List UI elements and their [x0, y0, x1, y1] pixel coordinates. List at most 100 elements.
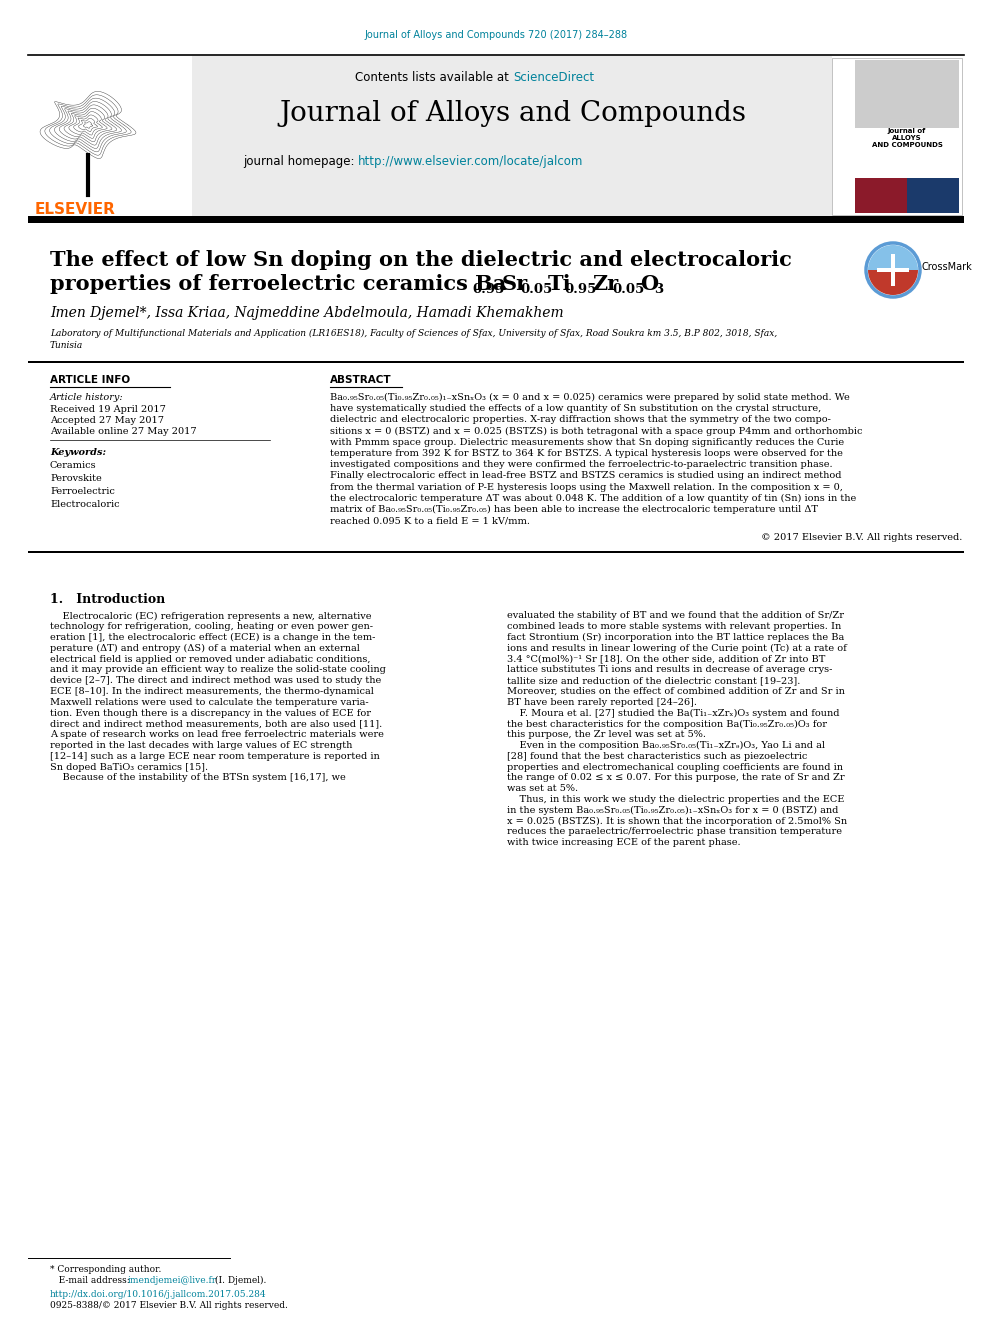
Bar	[28, 56, 191, 216]
Text: Finally electrocaloric effect in lead-free BSTZ and BSTZS ceramics is studied us: Finally electrocaloric effect in lead-fr…	[330, 471, 841, 480]
Text: 0.95: 0.95	[472, 283, 504, 296]
Text: eration [1], the electrocaloric effect (ECE) is a change in the tem-: eration [1], the electrocaloric effect (…	[50, 632, 375, 642]
Text: this purpose, the Zr level was set at 5%.: this purpose, the Zr level was set at 5%…	[507, 730, 706, 740]
Text: 0925-8388/© 2017 Elsevier B.V. All rights reserved.: 0925-8388/© 2017 Elsevier B.V. All right…	[50, 1301, 288, 1310]
Text: http://dx.doi.org/10.1016/j.jallcom.2017.05.284: http://dx.doi.org/10.1016/j.jallcom.2017…	[50, 1290, 267, 1299]
Bar	[28, 216, 964, 224]
Text: reached 0.095 K to a field E = 1 kV/mm.: reached 0.095 K to a field E = 1 kV/mm.	[330, 516, 530, 525]
Text: http://www.elsevier.com/locate/jalcom: http://www.elsevier.com/locate/jalcom	[358, 155, 583, 168]
Text: the best characteristics for the composition Ba(Ti₀.₉₅Zr₀.₀₅)O₃ for: the best characteristics for the composi…	[507, 720, 827, 729]
Text: Even in the composition Ba₀.₉₅Sr₀.₀₅(Ti₁₋xZrₔ)O₃, Yao Li and al: Even in the composition Ba₀.₉₅Sr₀.₀₅(Ti₁…	[507, 741, 825, 750]
Text: Tunisia: Tunisia	[50, 341, 83, 351]
Text: with twice increasing ECE of the parent phase.: with twice increasing ECE of the parent …	[507, 839, 741, 847]
Text: Because of the instability of the BTSn system [16,17], we: Because of the instability of the BTSn s…	[50, 774, 346, 782]
Text: temperature from 392 K for BSTZ to 364 K for BSTZS. A typical hysteresis loops w: temperature from 392 K for BSTZ to 364 K…	[330, 448, 843, 458]
Text: Contents lists available at: Contents lists available at	[355, 71, 513, 83]
Wedge shape	[868, 270, 918, 295]
Text: perature (ΔT) and entropy (ΔS) of a material when an external: perature (ΔT) and entropy (ΔS) of a mate…	[50, 644, 360, 654]
Text: ELSEVIER: ELSEVIER	[35, 202, 116, 217]
Bar	[28, 552, 964, 553]
Text: Accepted 27 May 2017: Accepted 27 May 2017	[50, 415, 164, 425]
Bar	[28, 361, 964, 363]
Text: 0.05: 0.05	[612, 283, 644, 296]
Text: BT have been rarely reported [24–26].: BT have been rarely reported [24–26].	[507, 697, 697, 706]
Text: evaluated the stability of BT and we found that the addition of Sr/Zr: evaluated the stability of BT and we fou…	[507, 611, 844, 620]
Text: electrical field is applied or removed under adiabatic conditions,: electrical field is applied or removed u…	[50, 655, 370, 664]
Bar	[891, 254, 895, 286]
Text: x = 0.025 (BSTZS). It is shown that the incorporation of 2.5mol% Sn: x = 0.025 (BSTZS). It is shown that the …	[507, 816, 847, 826]
Bar	[907, 179, 959, 213]
Text: ECE [8–10]. In the indirect measurements, the thermo-dynamical: ECE [8–10]. In the indirect measurements…	[50, 687, 374, 696]
Text: properties of ferroelectric ceramics Ba: properties of ferroelectric ceramics Ba	[50, 274, 506, 294]
Text: Perovskite: Perovskite	[50, 474, 102, 483]
Text: imendjemei@live.fr: imendjemei@live.fr	[128, 1275, 217, 1285]
Text: (I. Djemel).: (I. Djemel).	[212, 1275, 267, 1285]
Text: F. Moura et al. [27] studied the Ba(Ti₁₋xZrₓ)O₃ system and found: F. Moura et al. [27] studied the Ba(Ti₁₋…	[507, 709, 839, 717]
Text: was set at 5%.: was set at 5%.	[507, 785, 578, 794]
Text: Zr: Zr	[592, 274, 618, 294]
Text: sitions x = 0 (BSTZ) and x = 0.025 (BSTZS) is both tetragonal with a space group: sitions x = 0 (BSTZ) and x = 0.025 (BSTZ…	[330, 426, 862, 435]
Text: Received 19 April 2017: Received 19 April 2017	[50, 405, 166, 414]
Text: Thus, in this work we study the dielectric properties and the ECE: Thus, in this work we study the dielectr…	[507, 795, 844, 804]
Text: 1.   Introduction: 1. Introduction	[50, 594, 166, 606]
Bar	[855, 128, 959, 179]
Text: combined leads to more stable systems with relevant properties. In: combined leads to more stable systems wi…	[507, 622, 841, 631]
Wedge shape	[868, 245, 918, 270]
Text: in the system Ba₀.₉₅Sr₀.₀₅(Ti₀.₉₅Zr₀.₀₅)₁₋xSnₓO₃ for x = 0 (BSTZ) and: in the system Ba₀.₉₅Sr₀.₀₅(Ti₀.₉₅Zr₀.₀₅)…	[507, 806, 838, 815]
Text: Ferroelectric: Ferroelectric	[50, 487, 115, 496]
Text: CrossMark: CrossMark	[922, 262, 973, 273]
Text: lattice substitutes Ti ions and results in decrease of average crys-: lattice substitutes Ti ions and results …	[507, 665, 832, 675]
Text: ABSTRACT: ABSTRACT	[330, 374, 392, 385]
Text: [12–14] such as a large ECE near room temperature is reported in: [12–14] such as a large ECE near room te…	[50, 751, 380, 761]
Text: tallite size and reduction of the dielectric constant [19–23].: tallite size and reduction of the dielec…	[507, 676, 801, 685]
Text: © 2017 Elsevier B.V. All rights reserved.: © 2017 Elsevier B.V. All rights reserved…	[761, 533, 962, 542]
Text: The effect of low Sn doping on the dielectric and electrocaloric: The effect of low Sn doping on the diele…	[50, 250, 792, 270]
Text: Electrocaloric (EC) refrigeration represents a new, alternative: Electrocaloric (EC) refrigeration repres…	[50, 611, 371, 620]
Text: from the thermal variation of P-E hysteresis loops using the Maxwell relation. I: from the thermal variation of P-E hyster…	[330, 483, 843, 492]
Text: ScienceDirect: ScienceDirect	[513, 71, 594, 83]
Bar	[192, 56, 832, 216]
Text: matrix of Ba₀.₉₅Sr₀.₀₅(Ti₀.₉₅Zr₀.₀₅) has been able to increase the electrocalori: matrix of Ba₀.₉₅Sr₀.₀₅(Ti₀.₉₅Zr₀.₀₅) has…	[330, 505, 818, 515]
Bar	[877, 269, 909, 273]
Text: Available online 27 May 2017: Available online 27 May 2017	[50, 427, 196, 437]
Text: Imen Djemel*, Issa Kriaa, Najmeddine Abdelmoula, Hamadi Khemakhem: Imen Djemel*, Issa Kriaa, Najmeddine Abd…	[50, 306, 563, 320]
Text: reduces the paraelectric/ferroelectric phase transition temperature: reduces the paraelectric/ferroelectric p…	[507, 827, 842, 836]
Text: Journal of Alloys and Compounds: Journal of Alloys and Compounds	[280, 101, 747, 127]
Text: Ti: Ti	[548, 274, 571, 294]
Text: journal homepage:: journal homepage:	[243, 155, 358, 168]
Text: Ba₀.₉₅Sr₀.₀₅(Ti₀.₉₅Zr₀.₀₅)₁₋xSnₓO₃ (x = 0 and x = 0.025) ceramics were prepared : Ba₀.₉₅Sr₀.₀₅(Ti₀.₉₅Zr₀.₀₅)₁₋xSnₓO₃ (x = …	[330, 393, 850, 402]
Text: direct and indirect method measurements, both are also used [11].: direct and indirect method measurements,…	[50, 720, 382, 729]
Text: Journal of Alloys and Compounds 720 (2017) 284–288: Journal of Alloys and Compounds 720 (201…	[364, 30, 628, 40]
Text: Electrocaloric: Electrocaloric	[50, 500, 120, 509]
Text: reported in the last decades with large values of EC strength: reported in the last decades with large …	[50, 741, 352, 750]
Text: ions and results in linear lowering of the Curie point (Tc) at a rate of: ions and results in linear lowering of t…	[507, 644, 847, 654]
Text: Sn doped BaTiO₃ ceramics [15].: Sn doped BaTiO₃ ceramics [15].	[50, 762, 208, 771]
Text: [28] found that the best characteristics such as piezoelectric: [28] found that the best characteristics…	[507, 751, 807, 761]
Text: Journal of
ALLOYS
AND COMPOUNDS: Journal of ALLOYS AND COMPOUNDS	[872, 128, 942, 148]
Text: 0.95: 0.95	[564, 283, 596, 296]
Text: E-mail address:: E-mail address:	[50, 1275, 133, 1285]
Text: investigated compositions and they were confirmed the ferroelectric-to-paraelect: investigated compositions and they were …	[330, 460, 832, 470]
Text: fact Strontium (Sr) incorporation into the BT lattice replaces the Ba: fact Strontium (Sr) incorporation into t…	[507, 632, 844, 642]
Text: the electrocaloric temperature ΔT was about 0.048 K. The addition of a low quant: the electrocaloric temperature ΔT was ab…	[330, 493, 856, 503]
Text: O: O	[640, 274, 658, 294]
Text: 3: 3	[654, 283, 663, 296]
Text: tion. Even though there is a discrepancy in the values of ECE for: tion. Even though there is a discrepancy…	[50, 709, 371, 717]
Text: Sr: Sr	[502, 274, 528, 294]
Text: 3.4 °C(mol%)⁻¹ Sr [18]. On the other side, addition of Zr into BT: 3.4 °C(mol%)⁻¹ Sr [18]. On the other sid…	[507, 655, 825, 664]
Text: with Pmmm space group. Dielectric measurements show that Sn doping significantly: with Pmmm space group. Dielectric measur…	[330, 438, 844, 447]
Text: device [2–7]. The direct and indirect method was used to study the: device [2–7]. The direct and indirect me…	[50, 676, 381, 685]
Text: dielectric and electrocaloric properties. X-ray diffraction shows that the symme: dielectric and electrocaloric properties…	[330, 415, 831, 425]
Bar	[832, 58, 962, 216]
Text: A spate of research works on lead free ferroelectric materials were: A spate of research works on lead free f…	[50, 730, 384, 740]
Text: and it may provide an efficient way to realize the solid-state cooling: and it may provide an efficient way to r…	[50, 665, 386, 675]
Text: Ceramics: Ceramics	[50, 460, 96, 470]
Text: * Corresponding author.: * Corresponding author.	[50, 1265, 162, 1274]
Text: ARTICLE INFO: ARTICLE INFO	[50, 374, 130, 385]
Text: Moreover, studies on the effect of combined addition of Zr and Sr in: Moreover, studies on the effect of combi…	[507, 687, 845, 696]
Text: Article history:: Article history:	[50, 393, 124, 402]
Text: technology for refrigeration, cooling, heating or even power gen-: technology for refrigeration, cooling, h…	[50, 622, 373, 631]
Text: Laboratory of Multifunctional Materials and Application (LR16ES18), Faculty of S: Laboratory of Multifunctional Materials …	[50, 329, 778, 339]
Text: 0.05: 0.05	[520, 283, 553, 296]
Bar	[855, 60, 959, 128]
